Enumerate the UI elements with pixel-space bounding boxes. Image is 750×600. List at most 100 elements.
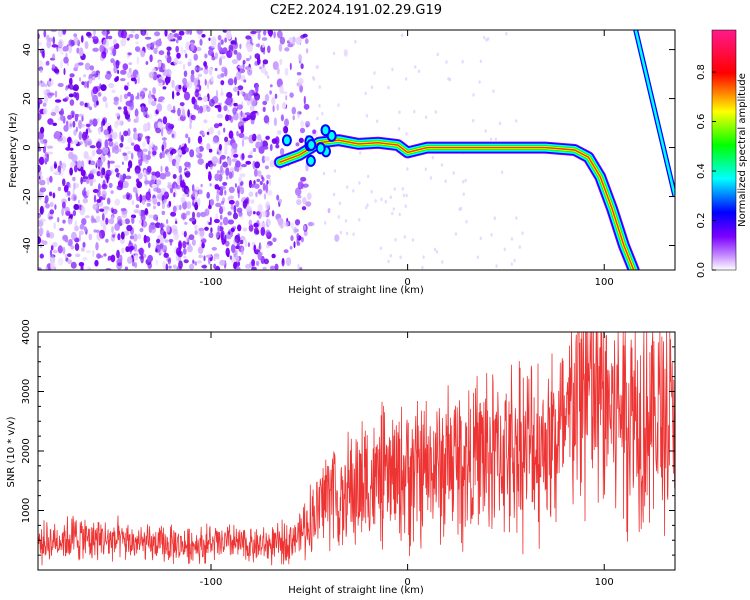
noise-speck	[195, 88, 199, 94]
noise-speck	[231, 158, 238, 163]
noise-speck	[77, 199, 80, 204]
noise-speck	[183, 255, 187, 259]
noise-speck	[123, 106, 128, 111]
noise-speck	[104, 139, 109, 149]
noise-speck	[295, 187, 302, 196]
noise-speck	[291, 221, 294, 230]
noise-speck	[100, 219, 106, 228]
noise-speck	[241, 153, 245, 160]
noise-speck	[102, 206, 110, 210]
noise-speck	[279, 58, 283, 66]
noise-speck	[200, 141, 203, 146]
noise-speck	[483, 35, 486, 40]
noise-speck	[157, 201, 161, 206]
noise-speck	[140, 195, 147, 203]
noise-speck	[305, 201, 312, 207]
noise-speck	[171, 182, 178, 189]
noise-speck	[283, 126, 289, 134]
noise-speck	[88, 78, 93, 85]
noise-speck	[122, 194, 127, 199]
noise-speck	[364, 91, 367, 96]
noise-speck	[297, 263, 300, 270]
noise-speck	[42, 50, 45, 59]
noise-speck	[296, 233, 300, 240]
noise-speck	[201, 242, 205, 249]
noise-speck	[146, 165, 152, 173]
noise-speck	[62, 165, 66, 171]
noise-speck	[234, 165, 237, 172]
noise-speck	[77, 62, 84, 66]
noise-speck	[126, 192, 129, 196]
noise-speck	[136, 73, 141, 80]
noise-speck	[71, 193, 78, 202]
noise-speck	[156, 103, 163, 112]
noise-speck	[211, 247, 217, 251]
noise-speck	[91, 70, 97, 78]
noise-speck	[197, 246, 204, 255]
noise-speck	[161, 210, 166, 215]
noise-speck	[52, 242, 58, 248]
noise-speck	[253, 244, 256, 252]
snr-panel: -100 0 100 1000 2000 3000 4000 Height of strai…	[6, 319, 676, 596]
noise-speck	[271, 253, 276, 259]
noise-speck	[50, 255, 55, 263]
noise-speck	[182, 240, 187, 249]
noise-speck	[253, 222, 259, 228]
noise-speck	[227, 114, 232, 121]
noise-speck	[236, 207, 243, 213]
noise-speck	[153, 214, 159, 221]
noise-speck	[237, 190, 240, 199]
noise-speck	[258, 210, 262, 219]
noise-speck	[86, 80, 89, 89]
noise-speck	[257, 32, 261, 40]
noise-speck	[65, 147, 71, 151]
noise-speck	[209, 199, 215, 206]
y-tick-label: 0	[22, 144, 33, 150]
noise-speck	[195, 46, 202, 52]
noise-speck	[182, 109, 185, 118]
noise-speck	[339, 230, 343, 235]
noise-speck	[433, 247, 437, 252]
noise-speck	[129, 235, 134, 240]
noise-speck	[337, 215, 340, 219]
noise-speck	[214, 52, 219, 60]
noise-speck	[156, 179, 162, 186]
noise-speck	[49, 191, 53, 197]
noise-speck	[146, 113, 153, 120]
noise-speck	[140, 254, 144, 264]
noise-speck	[414, 65, 417, 69]
noise-speck	[263, 258, 269, 265]
ridge-blob	[320, 124, 331, 137]
ridge-blob	[306, 139, 317, 151]
noise-speck	[276, 30, 283, 39]
noise-speck	[145, 32, 149, 37]
noise-speck	[255, 30, 262, 34]
noise-speck	[312, 222, 315, 226]
noise-speck	[164, 239, 169, 243]
noise-speck	[73, 204, 80, 210]
noise-speck	[81, 218, 87, 226]
noise-speck	[162, 86, 167, 90]
noise-speck	[96, 159, 103, 168]
noise-speck	[226, 50, 233, 58]
noise-speck	[261, 177, 265, 182]
noise-speck	[43, 89, 47, 95]
noise-speck	[240, 186, 245, 195]
noise-speck	[198, 105, 204, 114]
noise-speck	[101, 190, 107, 198]
noise-speck	[245, 35, 252, 40]
noise-speck	[211, 156, 218, 165]
noise-speck	[238, 65, 244, 69]
noise-speck	[228, 186, 235, 193]
noise-speck	[302, 197, 307, 205]
noise-speck	[128, 34, 134, 38]
noise-speck	[178, 240, 182, 249]
noise-speck	[116, 75, 119, 82]
noise-speck	[300, 176, 307, 182]
noise-speck	[401, 33, 404, 38]
noise-speck	[279, 198, 282, 204]
noise-speck	[173, 192, 176, 198]
noise-speck	[376, 119, 379, 124]
noise-speck	[127, 52, 132, 56]
noise-speck	[254, 53, 261, 59]
